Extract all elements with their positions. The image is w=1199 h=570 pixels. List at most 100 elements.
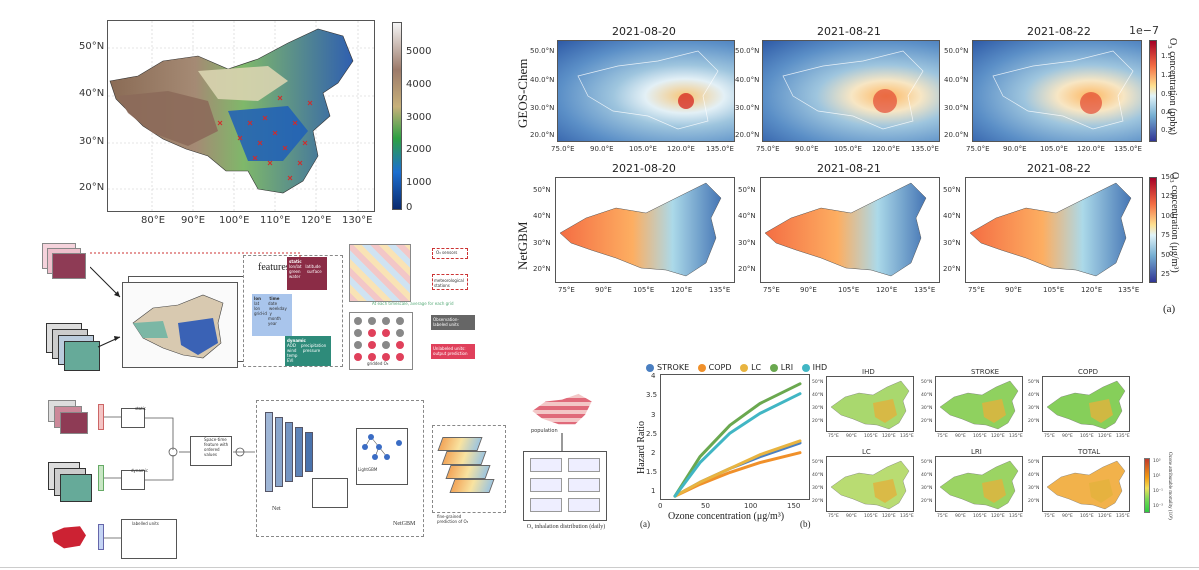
mortality-lat-tick: 40°N	[1028, 473, 1040, 478]
mortality-lat-tick: 40°N	[812, 473, 824, 478]
time-feature-title: lon time	[254, 296, 280, 301]
lightgbm-box	[356, 428, 408, 485]
mortality-map	[1042, 456, 1130, 512]
sensor-grid	[349, 244, 411, 302]
hazard-y-tick: 3.5	[646, 391, 658, 399]
mortality-lon-tick: 105°E	[973, 434, 987, 439]
series-line-lri	[673, 382, 802, 498]
dynamic-vector-label: dynamic	[131, 468, 149, 473]
mortality-map-title: LRI	[971, 448, 982, 456]
mortality-lon-tick: 75°E	[937, 514, 948, 519]
mortality-lat-tick: 30°N	[1028, 486, 1040, 491]
mortality-lon-tick: 135°E	[1009, 514, 1023, 519]
hazard-ylabel: Hazard Ratio	[636, 420, 647, 474]
mortality-colorbar-tick: 10⁻¹	[1153, 489, 1163, 494]
legend-obs-box	[431, 315, 475, 330]
netgbm-colorbar	[1149, 177, 1157, 283]
mortality-lat-tick: 50°N	[921, 380, 933, 385]
geos-lat-tick: 20.0°N	[944, 131, 969, 139]
netgbm-date-title: 2021-08-22	[1027, 162, 1091, 175]
hazard-x-tick: 100	[744, 502, 758, 510]
time-feature-box: lon time lat date lon weekday grid-id y …	[252, 294, 292, 336]
mortality-lat-tick: 30°N	[812, 406, 824, 411]
hazard-y-tick: 1	[651, 487, 656, 495]
netgbm-lon-tick: 120°E	[876, 286, 898, 294]
dynamic-feature-title: dynamic	[287, 338, 306, 343]
hazard-y-tick: 2.5	[646, 430, 658, 438]
mortality-map-title: STROKE	[971, 368, 1000, 376]
topo-lon-tick: 130°E	[342, 215, 373, 226]
netgbm-lat-tick: 40°N	[738, 212, 756, 220]
geos-map-2	[762, 40, 940, 142]
topo-lat-tick: 20°N	[79, 182, 105, 193]
mortality-lon-tick: 75°E	[937, 434, 948, 439]
netgbm-lat-tick: 20°N	[943, 265, 961, 273]
mortality-lat-tick: 30°N	[921, 406, 933, 411]
hazard-y-tick: 1.5	[646, 468, 658, 476]
bottom-static-input	[48, 400, 88, 438]
netgbm-label: NetGBM	[393, 521, 416, 527]
static-feature-box: static lon/lat latitude green surface wa…	[287, 257, 327, 290]
legend-sensors-box	[432, 248, 468, 259]
mortality-lat-tick: 20°N	[1028, 499, 1040, 504]
netgbm-colorbar-tick: 150	[1161, 173, 1175, 181]
geos-lon-tick: 120.0°E	[872, 145, 900, 153]
netgbm-lon-tick: 90°E	[595, 286, 612, 294]
labelled-units-box	[121, 519, 177, 559]
mortality-lon-tick: 75°E	[1044, 434, 1055, 439]
geos-lat-tick: 50.0°N	[735, 47, 760, 55]
geos-lat-tick: 30.0°N	[944, 104, 969, 112]
mortality-lat-tick: 30°N	[1028, 406, 1040, 411]
netgbm-lat-tick: 20°N	[533, 265, 551, 273]
geos-colorbar-tick: 1.5	[1161, 52, 1173, 60]
mortality-lat-tick: 20°N	[921, 499, 933, 504]
geos-colorbar-tick: 1.2	[1161, 71, 1173, 79]
input-dynamic-stack	[46, 323, 102, 375]
geos-colorbar	[1149, 40, 1157, 142]
features-title: features	[258, 262, 290, 273]
mortality-lat-tick: 20°N	[1028, 419, 1040, 424]
mortality-lat-tick: 40°N	[1028, 393, 1040, 398]
population-map	[532, 393, 592, 425]
netgbm-row-label: NetGBM	[515, 221, 530, 270]
netgbm-lon-tick: 120°E	[1081, 286, 1103, 294]
netgbm-lon-tick: 75°E	[968, 286, 985, 294]
geos-lat-tick: 40.0°N	[944, 76, 969, 84]
geos-colorbar-tick: 0.6	[1161, 108, 1173, 116]
netgbm-panel-tag: (a)	[1163, 303, 1176, 315]
netgbm-lon-tick: 105°E	[633, 286, 655, 294]
legend-swatch	[769, 363, 778, 372]
time-feature-items: lat date lon weekday grid-id y month yea…	[254, 301, 287, 326]
mortality-lat-tick: 50°N	[1028, 380, 1040, 385]
mortality-panel-tag: (b)	[800, 519, 811, 529]
geos-colorbar-exponent: 1e−7	[1129, 24, 1159, 37]
geos-lon-tick: 135.0°E	[706, 145, 734, 153]
mortality-lat-tick: 50°N	[812, 380, 824, 385]
geos-colorbar-tick: 0.3	[1161, 126, 1173, 134]
topo-lon-tick: 120°E	[301, 215, 332, 226]
input-arrows	[90, 266, 121, 348]
geos-lat-tick: 20.0°N	[735, 131, 760, 139]
netgbm-outline	[256, 400, 424, 537]
geos-lat-tick: 30.0°N	[735, 104, 760, 112]
hazard-x-tick: 0	[658, 502, 663, 510]
geos-colorbar-label: O₃ concentration (ppbv)	[1167, 38, 1178, 135]
mortality-lon-tick: 90°E	[955, 514, 966, 519]
netgbm-colorbar-tick: 125	[1161, 192, 1175, 200]
geos-map-3	[972, 40, 1142, 142]
netgbm-date-title: 2021-08-20	[612, 162, 676, 175]
legend-label: LC	[751, 363, 762, 372]
topo-lon-tick: 80°E	[141, 215, 166, 226]
topo-map	[107, 20, 375, 212]
mortality-lon-tick: 75°E	[1044, 514, 1055, 519]
mortality-lon-tick: 105°E	[864, 434, 878, 439]
netgbm-lat-tick: 30°N	[533, 239, 551, 247]
geos-map-1	[557, 40, 735, 142]
series-line-ihd	[673, 392, 802, 498]
input-static-stack	[42, 243, 90, 283]
legend-obs: Observation-labeled units	[433, 317, 459, 327]
topo-colorbar	[392, 22, 402, 210]
mortality-lon-tick: 135°E	[900, 514, 914, 519]
geos-lat-tick: 50.0°N	[944, 47, 969, 55]
netgbm-map-2	[760, 177, 940, 283]
